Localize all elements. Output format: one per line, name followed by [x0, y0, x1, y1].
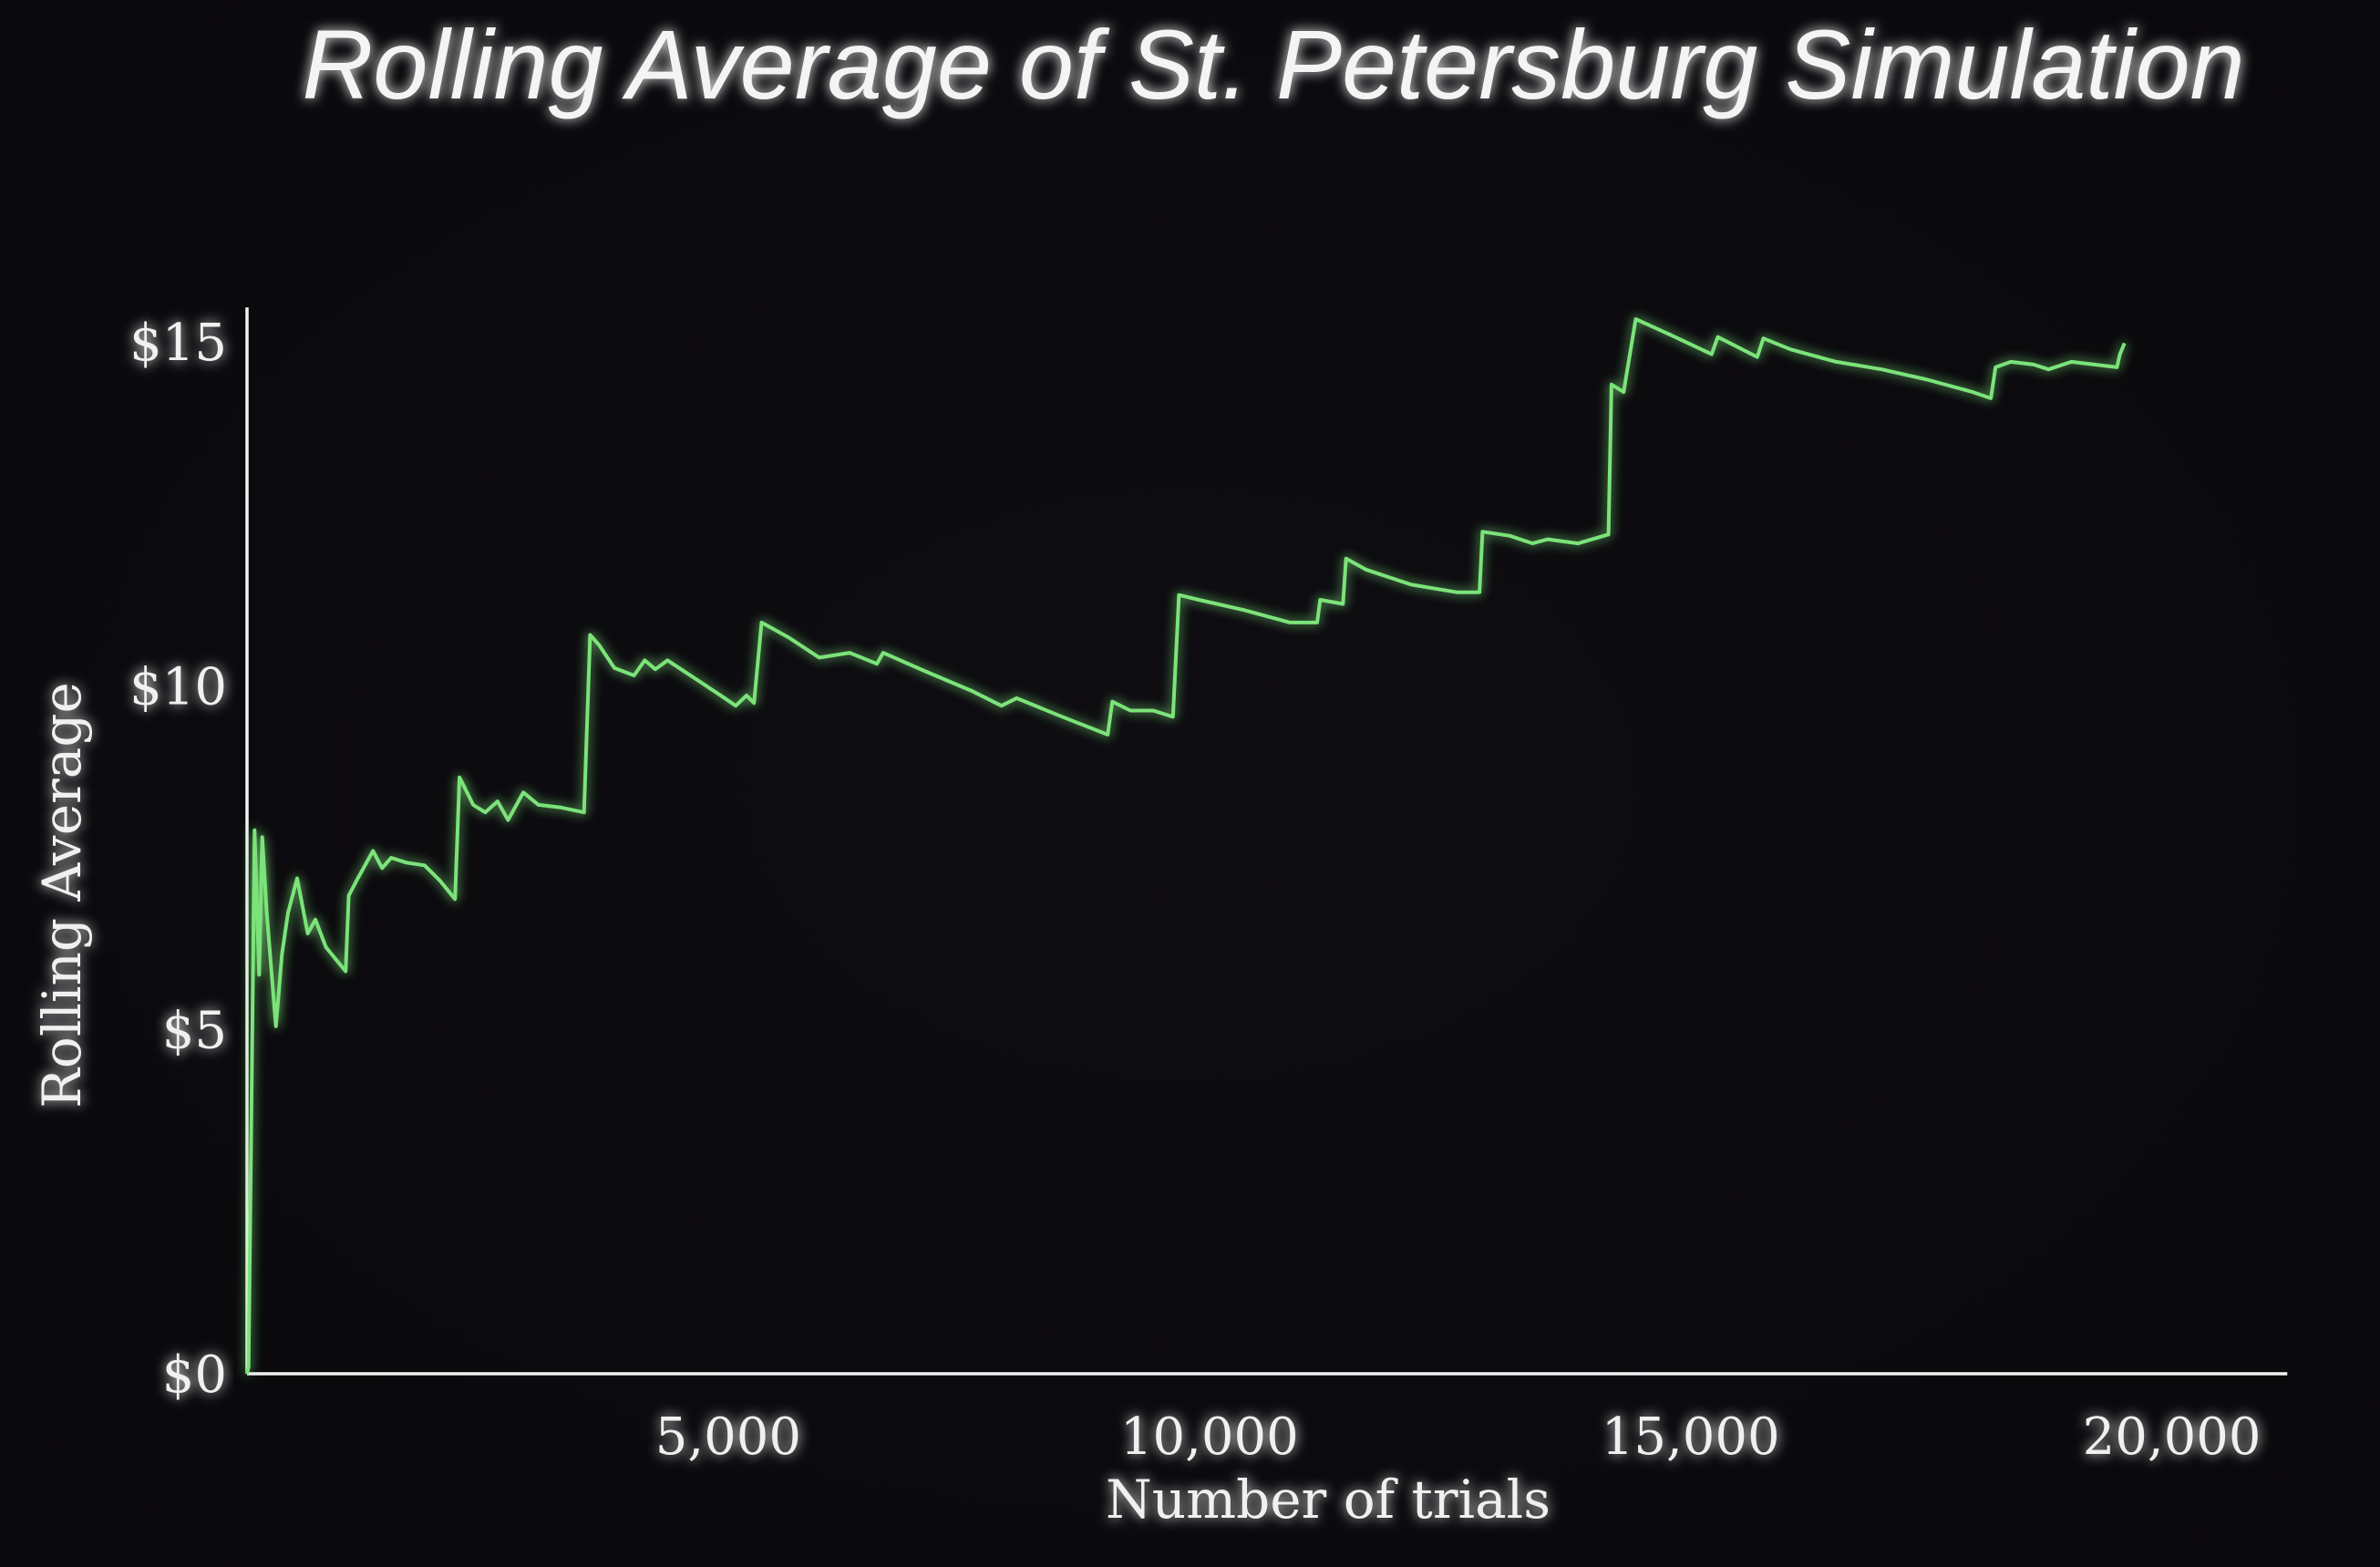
axes	[245, 307, 2288, 1376]
y-tick-label: $5	[162, 1002, 227, 1061]
rolling-average-line	[245, 317, 2127, 1375]
chart-title: Rolling Average of St. Petersburg Simula…	[302, 9, 2244, 119]
x-tick-label: 10,000	[1120, 1407, 1299, 1467]
x-axis-label: Number of trials	[1106, 1469, 1551, 1531]
y-tick-label: $15	[129, 314, 227, 373]
x-tick-label: 5,000	[655, 1407, 801, 1467]
tick-labels: 5,000 10,000 15,000 20,000 $0 $5 $10 $15	[129, 314, 2261, 1467]
x-tick-label: 20,000	[2083, 1407, 2262, 1467]
x-tick-label: 15,000	[1602, 1407, 1780, 1467]
y-axis-label: Rolling Average	[31, 682, 93, 1108]
y-tick-label: $10	[129, 657, 227, 716]
y-tick-label: $0	[162, 1345, 227, 1405]
